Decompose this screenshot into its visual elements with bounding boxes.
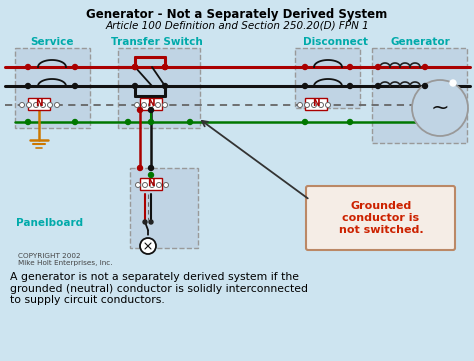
Circle shape bbox=[148, 173, 154, 178]
Text: N: N bbox=[312, 100, 320, 109]
Text: N: N bbox=[147, 179, 155, 188]
Circle shape bbox=[156, 183, 162, 187]
Bar bbox=[28, 98, 50, 110]
Circle shape bbox=[26, 65, 30, 70]
Circle shape bbox=[73, 119, 78, 125]
Circle shape bbox=[19, 103, 25, 108]
Circle shape bbox=[163, 83, 167, 88]
Circle shape bbox=[143, 183, 147, 187]
Circle shape bbox=[143, 220, 147, 224]
Circle shape bbox=[163, 65, 167, 70]
Text: Grounded
conductor is
not switched.: Grounded conductor is not switched. bbox=[339, 201, 423, 235]
FancyBboxPatch shape bbox=[306, 186, 455, 250]
Circle shape bbox=[302, 65, 308, 70]
Text: Service: Service bbox=[30, 37, 74, 47]
Circle shape bbox=[188, 119, 192, 125]
Circle shape bbox=[347, 119, 353, 125]
Text: N: N bbox=[147, 100, 155, 109]
Circle shape bbox=[155, 103, 161, 108]
Circle shape bbox=[422, 65, 428, 70]
Circle shape bbox=[26, 83, 30, 88]
Circle shape bbox=[40, 103, 46, 108]
Circle shape bbox=[142, 103, 146, 108]
Circle shape bbox=[326, 103, 330, 108]
Bar bbox=[140, 98, 162, 110]
Circle shape bbox=[55, 103, 60, 108]
Circle shape bbox=[149, 220, 153, 224]
Circle shape bbox=[148, 165, 154, 170]
Circle shape bbox=[133, 65, 137, 70]
Circle shape bbox=[149, 183, 155, 187]
Circle shape bbox=[450, 80, 456, 86]
Circle shape bbox=[47, 103, 53, 108]
Text: COPYRIGHT 2002
Mike Holt Enterprises, Inc.: COPYRIGHT 2002 Mike Holt Enterprises, In… bbox=[18, 253, 112, 266]
Text: Generator - Not a Separately Derived System: Generator - Not a Separately Derived Sys… bbox=[86, 8, 388, 21]
Circle shape bbox=[137, 165, 143, 170]
Circle shape bbox=[347, 83, 353, 88]
Circle shape bbox=[73, 65, 78, 70]
Circle shape bbox=[148, 103, 154, 108]
Bar bbox=[295, 48, 360, 108]
Circle shape bbox=[26, 119, 30, 125]
Circle shape bbox=[375, 83, 381, 88]
Bar bbox=[130, 168, 198, 248]
Circle shape bbox=[133, 83, 137, 88]
Circle shape bbox=[148, 119, 154, 125]
Text: Panelboard: Panelboard bbox=[17, 218, 83, 228]
Circle shape bbox=[136, 183, 140, 187]
Bar bbox=[372, 48, 467, 143]
Bar bbox=[140, 178, 162, 190]
Circle shape bbox=[140, 238, 156, 254]
Circle shape bbox=[311, 103, 317, 108]
Circle shape bbox=[27, 103, 31, 108]
Text: Disconnect: Disconnect bbox=[303, 37, 368, 47]
Circle shape bbox=[73, 83, 78, 88]
Circle shape bbox=[412, 80, 468, 136]
Circle shape bbox=[375, 65, 381, 70]
Text: Transfer Switch: Transfer Switch bbox=[111, 37, 203, 47]
Circle shape bbox=[347, 65, 353, 70]
Circle shape bbox=[163, 103, 167, 108]
Circle shape bbox=[298, 103, 302, 108]
Text: A generator is not a separately derived system if the
grounded (neutral) conduct: A generator is not a separately derived … bbox=[10, 272, 308, 305]
Circle shape bbox=[319, 103, 323, 108]
Circle shape bbox=[137, 108, 143, 113]
Circle shape bbox=[34, 103, 38, 108]
Circle shape bbox=[148, 108, 154, 113]
Circle shape bbox=[135, 103, 139, 108]
Bar bbox=[15, 48, 90, 128]
Text: Article 100 Definition and Section 250.20(D) FPN 1: Article 100 Definition and Section 250.2… bbox=[105, 20, 369, 30]
Circle shape bbox=[133, 65, 137, 70]
Circle shape bbox=[164, 183, 168, 187]
Circle shape bbox=[163, 65, 167, 70]
Text: Generator: Generator bbox=[390, 37, 450, 47]
Circle shape bbox=[302, 83, 308, 88]
Bar bbox=[118, 48, 200, 128]
Bar bbox=[305, 98, 327, 110]
Text: ~: ~ bbox=[431, 98, 449, 118]
Circle shape bbox=[126, 119, 130, 125]
Circle shape bbox=[422, 83, 428, 88]
Circle shape bbox=[302, 119, 308, 125]
Text: N: N bbox=[35, 100, 43, 109]
Circle shape bbox=[304, 103, 310, 108]
